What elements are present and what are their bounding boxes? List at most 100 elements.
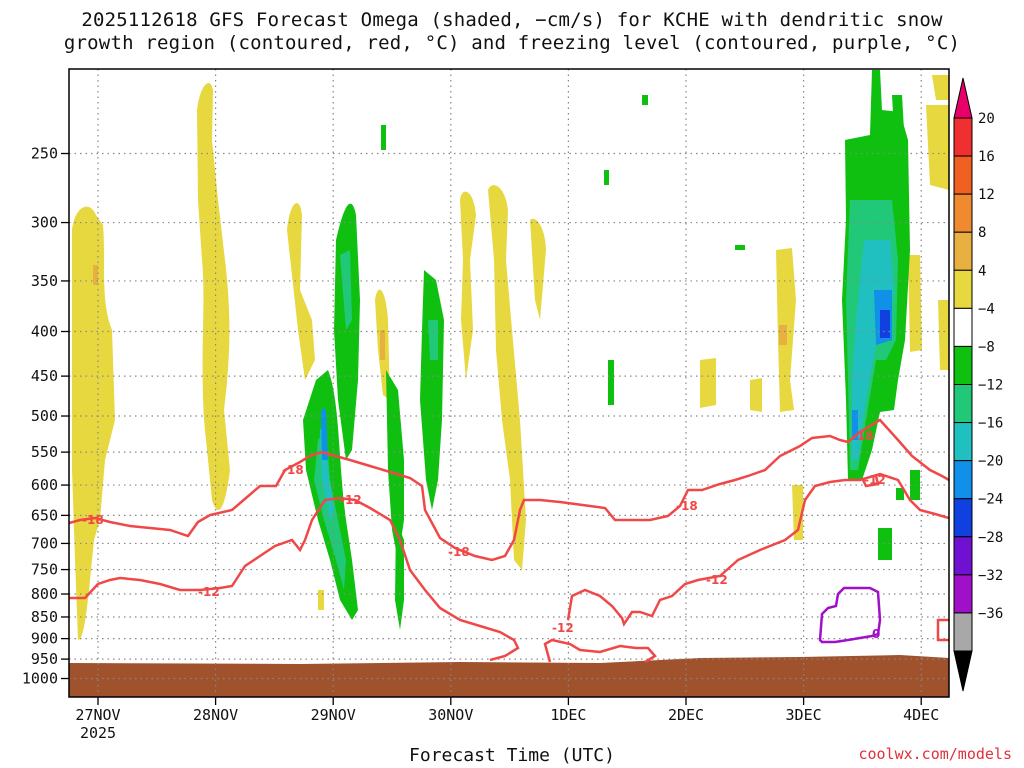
colorbar: 20 16 12 8 4 −4 −8 −12 −16 −20 −24 −28 −32 −36: [953, 77, 1003, 692]
contour-labels: -18 -18 -18 -18 -18 -12 -12 -12 -12 -12 …: [82, 429, 886, 641]
colorbar-label: −24: [978, 492, 1003, 508]
shade-yellow-1: [72, 206, 115, 640]
shade-green-11: [608, 360, 614, 405]
y-tick-label: 900: [31, 630, 58, 648]
y-tick-label: 500: [31, 407, 58, 425]
x-tick-year: 2025: [80, 724, 116, 742]
x-tick-label: 2DEC: [668, 706, 704, 724]
colorbar-swatch: [953, 269, 973, 309]
contour-minus12: [69, 496, 520, 662]
contour-label: 0: [872, 627, 880, 641]
y-tick-label: 750: [31, 561, 58, 579]
shade-green-8: [878, 528, 892, 560]
shade-yellow-16: [318, 590, 324, 610]
y-tick-label: 650: [31, 506, 58, 524]
shade-blue-1: [321, 408, 328, 460]
colorbar-swatch: [953, 155, 973, 195]
colorbar-label: −36: [978, 606, 1003, 622]
contour-minus12-c: [566, 472, 949, 627]
x-tick-label: 29NOV: [311, 706, 356, 724]
contour-label: -12: [552, 621, 574, 635]
colorbar-label: 12: [978, 187, 995, 203]
colorbar-swatch: [953, 498, 973, 538]
shade-orange-1: [93, 265, 98, 285]
shade-yellow-7: [530, 218, 546, 320]
y-tick-label: 400: [31, 323, 58, 341]
x-tick-label: 1DEC: [550, 706, 586, 724]
shade-teal-2: [340, 250, 352, 330]
contour-label: -18: [852, 429, 874, 443]
y-tick-label: 300: [31, 214, 58, 232]
colorbar-swatch: [953, 422, 973, 462]
colorbar-swatch: [953, 345, 973, 385]
colorbar-swatch: [953, 536, 973, 576]
contour-label: -18: [676, 499, 698, 513]
colorbar-label: −4: [978, 301, 995, 317]
shade-yellow-13: [932, 75, 949, 100]
shade-green-7: [892, 95, 904, 130]
colorbar-arrow-top: [953, 77, 973, 119]
shade-blue-3: [852, 410, 858, 440]
x-tick-label: 30NOV: [428, 706, 473, 724]
shade-darkblue-1: [880, 310, 890, 338]
contour-label: -12: [706, 573, 728, 587]
x-tick-label: 28NOV: [193, 706, 238, 724]
colorbar-label: 4: [978, 263, 986, 279]
x-axis-label: Forecast Time (UTC): [409, 745, 615, 766]
chart-title-line2: growth region (contoured, red, °C) and f…: [63, 32, 961, 54]
shade-orange-3: [380, 330, 385, 360]
shade-green-5: [420, 270, 444, 510]
colorbar-label: −32: [978, 568, 1003, 584]
contours: [69, 418, 949, 664]
terrain: [69, 655, 949, 697]
shade-green-15: [735, 245, 745, 250]
shade-green-2: [334, 203, 360, 460]
omega-shading: [69, 70, 949, 697]
contour-label: -12: [340, 493, 362, 507]
contour-minus18: [69, 418, 949, 562]
gridlines: [69, 69, 949, 697]
x-tick-label: 4DEC: [903, 706, 939, 724]
contour-label: -12: [198, 585, 220, 599]
contour-minus12-d: [936, 618, 949, 642]
shade-yellow-9: [750, 378, 762, 412]
y-tick-label: 1000: [22, 670, 58, 688]
contour-label: -18: [448, 545, 470, 559]
y-tick-label: 700: [31, 534, 58, 552]
y-tick-label: 450: [31, 367, 58, 385]
shade-yellow-8: [700, 358, 716, 408]
plot-frame: [68, 68, 950, 698]
contour-label: -18: [282, 463, 304, 477]
colorbar-label: 16: [978, 149, 995, 165]
shade-green-14: [381, 125, 386, 150]
colorbar-label: −28: [978, 530, 1003, 546]
x-tick-label: 3DEC: [786, 706, 822, 724]
shade-teal-3: [428, 320, 438, 360]
colorbar-label: 20: [978, 111, 995, 127]
shade-yellow-12: [926, 105, 949, 190]
colorbar-arrow-bottom: [953, 650, 973, 692]
colorbar-label: −12: [978, 378, 1003, 394]
shade-green-3: [386, 370, 404, 560]
shade-yellow-11: [908, 255, 922, 352]
colorbar-label: −8: [978, 339, 995, 355]
colorbar-swatch: [953, 117, 973, 157]
y-tick-label: 950: [31, 650, 58, 668]
x-axis: 27NOV 28NOV 29NOV 30NOV 1DEC 2DEC 3DEC 4DEC: [75, 697, 939, 724]
shade-yellow-2: [197, 82, 230, 510]
colorbar-swatch: [953, 612, 973, 652]
y-tick-label: 550: [31, 443, 58, 461]
contour-minus12-b: [543, 638, 657, 664]
shade-yellow-6: [488, 185, 526, 571]
colorbar-swatch: [953, 460, 973, 500]
y-tick-label: 800: [31, 585, 58, 603]
shade-yellow-14: [938, 300, 949, 370]
colorbar-label: −20: [978, 454, 1003, 470]
contour-label: -12: [864, 473, 886, 487]
shade-green-13: [642, 95, 648, 105]
contour-zero: [818, 586, 882, 644]
y-tick-label: 250: [31, 145, 58, 163]
shade-green-12: [604, 170, 609, 185]
colorbar-label: −16: [978, 416, 1003, 432]
